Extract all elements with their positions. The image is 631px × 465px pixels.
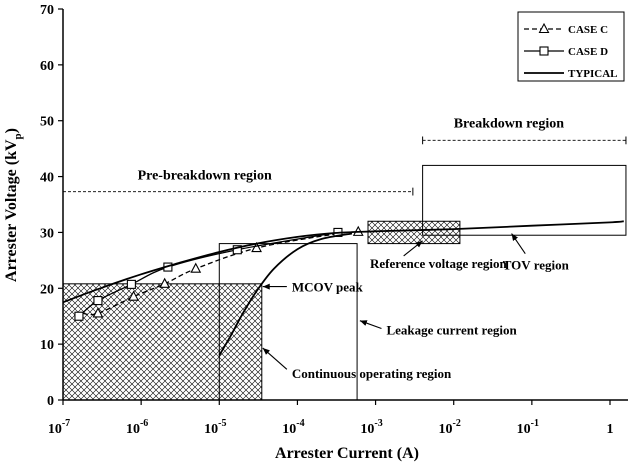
series-line-2	[62, 220, 624, 304]
series-1-point-2	[126, 279, 136, 289]
y-axis-label-sub: p	[12, 133, 24, 139]
y-axis-label-close: )	[3, 128, 20, 133]
legend-label-1: CASE D	[568, 46, 608, 58]
annotation-arrow-3	[403, 240, 423, 257]
x-tick-label-0: 10-7	[48, 418, 70, 437]
legend-box	[517, 11, 625, 82]
annotation-label-2: Continuous operating region	[292, 366, 452, 381]
x-tick-exp-3: -4	[296, 418, 304, 429]
x-tick-label-1: 10-6	[126, 418, 148, 437]
x-tick-exp-6: -1	[531, 418, 539, 429]
x-tick-exp-0: -7	[62, 418, 70, 429]
series-0-point-3	[190, 262, 202, 273]
x-tick-base-5: 10	[439, 422, 453, 437]
series-0-point-4	[251, 241, 262, 253]
annotation-arrow-2	[262, 347, 288, 370]
x-tick-label-4: 10-3	[360, 418, 382, 437]
series-line-3	[218, 232, 353, 356]
y-axis-label-main: Arrester Voltage (kV	[3, 139, 20, 282]
x-tick-exp-2: -5	[218, 418, 226, 429]
y-tick-label-5: 50	[40, 115, 54, 130]
legend-label-0: CASE C	[568, 24, 608, 36]
legend-items: CASE C CASE D TYPICAL	[524, 22, 618, 80]
y-tick-label-0: 0	[47, 394, 54, 409]
x-tick-exp-4: -3	[374, 418, 382, 429]
annotation-label-3: Reference voltage region	[370, 256, 507, 271]
x-tick-label-6: 10-1	[517, 418, 539, 437]
annotation-label-0: MCOV peak	[292, 280, 364, 295]
annotation-label-1: Leakage current region	[386, 323, 517, 338]
series-1-point-0	[74, 311, 84, 321]
series-1-point-1	[93, 296, 103, 306]
series-0-point-2	[159, 277, 171, 288]
legend: CASE C CASE D TYPICAL	[517, 11, 625, 82]
y-tick-label-4: 40	[40, 171, 54, 186]
curves-layer	[62, 220, 624, 356]
series-0-point-0	[92, 307, 104, 318]
annotation-arrow-4	[511, 233, 526, 254]
x-tick-label-2: 10-5	[204, 418, 226, 437]
y-tick-label-3: 30	[40, 226, 54, 241]
region-box-0	[62, 283, 263, 401]
x-tick-label-7: 1	[607, 422, 614, 437]
x-tick-base-2: 10	[204, 422, 218, 437]
region-box-2	[367, 220, 461, 245]
x-tick-base-4: 10	[360, 422, 374, 437]
x-tick-label-5: 10-2	[439, 418, 461, 437]
y-tick-label-7: 70	[40, 3, 54, 18]
x-tick-base-0: 10	[48, 422, 62, 437]
legend-marker-1	[539, 46, 549, 56]
annotation-arrow-1	[359, 320, 382, 330]
y-tick-label-6: 60	[40, 59, 54, 74]
range-label-0: Pre-breakdown region	[138, 168, 272, 183]
x-tick-base-6: 10	[517, 422, 531, 437]
region-box-3	[422, 164, 627, 236]
x-tick-label-3: 10-4	[282, 418, 304, 437]
range-label-1: Breakdown region	[454, 116, 565, 131]
annotation-label-4: TOV region	[503, 257, 570, 272]
annotations-layer: Pre-breakdown region Breakdown region MCOV…	[62, 116, 627, 381]
series-line-0	[82, 231, 359, 316]
legend-marker-0	[538, 22, 550, 34]
series-1-point-4	[232, 245, 242, 255]
x-axis-label: Arrester Current (A)	[275, 445, 419, 462]
x-tick-base-1: 10	[126, 422, 140, 437]
y-tick-label-2: 20	[40, 282, 54, 297]
x-tick-base-3: 10	[282, 422, 296, 437]
x-tick-exp-1: -6	[140, 418, 148, 429]
series-0-point-1	[128, 290, 139, 301]
y-axis-label: Arrester Voltage (kVp)	[3, 128, 24, 282]
y-tick-label-1: 10	[40, 338, 54, 353]
x-tick-base-7: 1	[607, 422, 614, 437]
legend-label-2: TYPICAL	[568, 68, 618, 80]
x-tick-exp-5: -2	[453, 418, 461, 429]
